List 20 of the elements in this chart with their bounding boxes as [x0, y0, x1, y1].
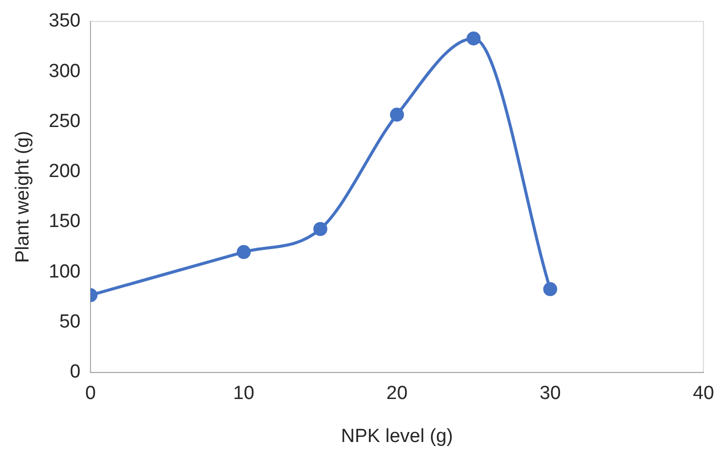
- y-tick-label: 150: [48, 211, 80, 232]
- point: [236, 245, 251, 260]
- x-tick-label: 10: [233, 383, 254, 404]
- y-tick-label: 100: [48, 261, 80, 282]
- x-tick-label: 30: [540, 383, 561, 404]
- y-tick-label: 300: [48, 60, 80, 82]
- x-tick-label: 40: [692, 383, 714, 404]
- x-tick-label: 20: [386, 383, 408, 404]
- y-axis-title: Plant weight (g): [12, 130, 34, 263]
- y-tick-label: 0: [70, 362, 80, 383]
- point: [466, 31, 481, 46]
- point: [390, 108, 404, 122]
- y-tick-label: 50: [59, 311, 80, 332]
- y-tick-label: 250: [48, 110, 80, 132]
- x-axis-title: NPK level (g): [341, 426, 453, 447]
- point: [543, 282, 558, 296]
- x-tick-label: 0: [85, 383, 96, 404]
- y-tick-label: 350: [48, 10, 80, 32]
- point: [313, 222, 328, 236]
- y-tick-label: 200: [48, 161, 80, 182]
